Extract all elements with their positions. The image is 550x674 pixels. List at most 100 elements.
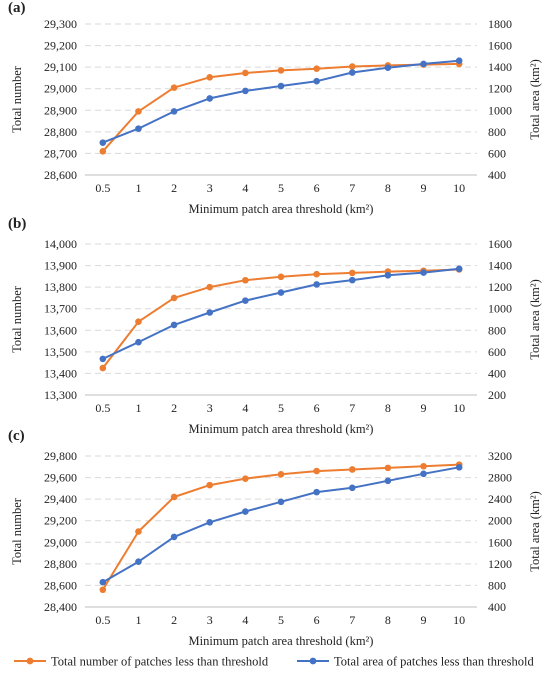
y-left-tick-label: 28,800 [44, 125, 77, 139]
data-point [277, 471, 285, 478]
y-left-tick-label: 28,900 [44, 103, 77, 117]
data-point [242, 475, 249, 482]
y-right-axis-title: Total area (km²) [528, 491, 542, 572]
y-right-tick-label: 2800 [488, 471, 512, 485]
data-point [384, 271, 392, 279]
data-point [135, 528, 142, 535]
y-right-tick-label: 3200 [488, 449, 512, 463]
x-tick-label: 5 [278, 613, 284, 627]
y-left-tick-label: 13,600 [44, 323, 77, 337]
data-point [348, 63, 356, 70]
y-left-tick-label: 14,000 [44, 237, 77, 251]
data-point [277, 289, 285, 296]
y-right-axis-title: Total area (km²) [528, 279, 542, 360]
y-left-tick-label: 13,800 [44, 280, 77, 294]
y-left-axis-title: Total number [10, 65, 24, 133]
legend-marker-number [26, 657, 34, 665]
y-right-tick-label: 1200 [488, 280, 512, 294]
data-point [170, 533, 178, 541]
data-point [206, 283, 214, 291]
y-left-tick-label: 13,900 [44, 259, 77, 273]
y-left-tick-label: 13,400 [44, 366, 77, 380]
x-tick-label: 5 [278, 181, 284, 195]
x-tick-label: 4 [242, 613, 248, 627]
x-tick-label: 10 [453, 181, 465, 195]
data-point [242, 276, 249, 284]
data-point [420, 470, 427, 478]
x-axis-title: Minimum patch area threshold (km²) [189, 634, 374, 648]
panels-group: (a) 28,600 28,700 28,800 28,900 29,000 29,100 2… [8, 0, 542, 648]
y-left-axis-title: Total number [10, 285, 24, 353]
data-point [313, 77, 320, 85]
y-right-tick-label: 1400 [488, 60, 512, 74]
data-point [455, 265, 463, 273]
data-point [206, 95, 214, 102]
y-left-tick-label: 29,100 [44, 60, 77, 74]
x-tick-label: 9 [421, 401, 427, 415]
x-axis-title: Minimum patch area threshold (km²) [189, 422, 374, 436]
legend-label-number: Total number of patches less than thresh… [51, 655, 269, 669]
panel-label: (b) [8, 216, 26, 232]
data-point [313, 281, 320, 288]
data-point [348, 466, 356, 473]
y-left-tick-label: 29,800 [44, 449, 77, 463]
data-point [348, 276, 356, 284]
x-tick-label: 0.5 [95, 181, 110, 195]
x-tick-label: 2 [171, 181, 177, 195]
series-line [101, 463, 460, 591]
chart-panel: (b) 13,300 13,400 13,500 13,600 13,700 13,800 1… [8, 216, 542, 436]
y-left-tick-label: 13,300 [44, 388, 77, 402]
y-left-tick-label: 29,200 [44, 514, 77, 528]
data-point [242, 69, 249, 77]
x-tick-label: 6 [314, 181, 320, 195]
data-point [277, 498, 285, 506]
data-point [384, 464, 392, 472]
data-point [99, 355, 107, 363]
y-left-tick-label: 29,000 [44, 535, 77, 549]
x-tick-label: 7 [349, 401, 355, 415]
y-right-tick-label: 1200 [488, 557, 512, 571]
data-point [170, 84, 178, 91]
y-right-tick-label: 600 [488, 146, 506, 160]
y-right-tick-label: 800 [488, 578, 506, 592]
panel-label: (c) [8, 428, 25, 444]
x-tick-label: 8 [385, 613, 391, 627]
data-point [135, 318, 142, 325]
x-tick-label: 4 [242, 401, 248, 415]
x-tick-label: 10 [453, 613, 465, 627]
y-right-tick-label: 400 [488, 366, 506, 380]
y-left-tick-label: 28,600 [44, 168, 77, 182]
data-point [206, 309, 214, 316]
data-point [313, 467, 320, 475]
data-point [242, 87, 249, 95]
legend-marker-area [309, 657, 317, 665]
data-point [420, 462, 427, 470]
data-point [420, 269, 427, 276]
y-right-tick-label: 1600 [488, 237, 512, 251]
series-line [102, 268, 460, 369]
x-tick-label: 3 [207, 401, 213, 415]
y-right-tick-label: 400 [488, 168, 506, 182]
chart-panel: (a) 28,600 28,700 28,800 28,900 29,000 29,100 2… [8, 0, 542, 216]
x-tick-label: 0.5 [95, 613, 110, 627]
y-right-tick-label: 2400 [488, 492, 512, 506]
x-axis-title: Minimum patch area threshold (km²) [189, 202, 374, 216]
data-point [170, 294, 178, 302]
y-right-tick-label: 200 [488, 388, 506, 402]
y-right-tick-label: 400 [488, 600, 506, 614]
data-point [170, 493, 178, 501]
y-left-tick-label: 13,500 [44, 345, 77, 359]
y-right-tick-label: 1200 [488, 82, 512, 96]
legend-label-area: Total area of patches less than threshol… [334, 655, 534, 669]
y-left-axis-title: Total number [10, 497, 24, 565]
x-tick-label: 8 [385, 181, 391, 195]
y-left-tick-label: 29,000 [44, 82, 77, 96]
data-point [99, 139, 107, 146]
y-right-tick-label: 1000 [488, 302, 512, 316]
legend: Total number of patches less than thresh… [14, 655, 534, 669]
x-tick-label: 3 [207, 613, 213, 627]
x-tick-label: 1 [135, 401, 141, 415]
y-left-tick-label: 28,700 [44, 146, 77, 160]
x-tick-label: 8 [385, 401, 391, 415]
data-point [206, 519, 214, 526]
